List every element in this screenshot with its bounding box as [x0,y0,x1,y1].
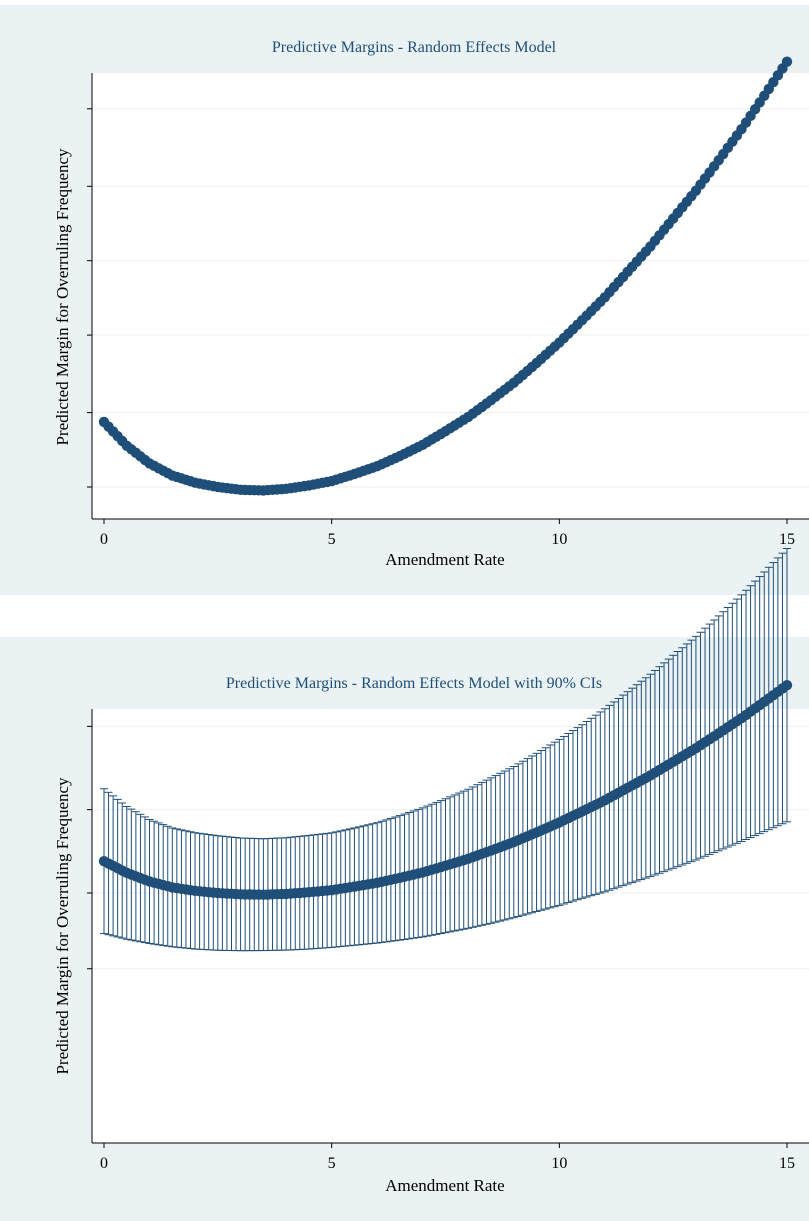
margins-chart: Predictive Margins - Random Effects Mode… [53,39,809,569]
grid-lines [92,725,809,970]
x-tick-label: 5 [328,531,336,548]
chart-title: Predictive Margins - Random Effects Mode… [272,39,557,56]
x-tick-label: 10 [551,531,567,548]
x-ticks: 0 5 10 15 [100,519,795,548]
data-point [781,679,793,691]
y-ticks [87,108,92,488]
y-ticks [87,725,92,970]
margins-ci-chart: Predictive Margins - Random Effects Mode… [53,547,809,1195]
marker-series [98,679,793,900]
x-tick-label: 15 [779,531,795,548]
chart-title: Predictive Margins - Random Effects Mode… [226,675,602,692]
x-ticks: 0 5 10 15 [100,1143,795,1172]
plot-area [92,73,809,519]
chart-panel-bottom: Predictive Margins - Random Effects Mode… [0,547,809,1221]
y-axis-label: Predicted Margin for Overruling Frequenc… [53,777,72,1075]
x-tick-label: 5 [328,1155,336,1172]
chart-panel-top: Predictive Margins - Random Effects Mode… [0,5,809,595]
x-axis-label: Amendment Rate [385,1176,504,1195]
grid-lines [92,108,809,488]
x-tick-label: 0 [100,531,108,548]
data-point [781,56,793,67]
x-tick-label: 15 [779,1155,795,1172]
marker-series [98,56,793,496]
x-tick-label: 10 [551,1155,567,1172]
y-axis-label: Predicted Margin for Overruling Frequenc… [53,148,72,446]
x-axis-label: Amendment Rate [385,550,504,569]
x-tick-label: 0 [100,1155,108,1172]
